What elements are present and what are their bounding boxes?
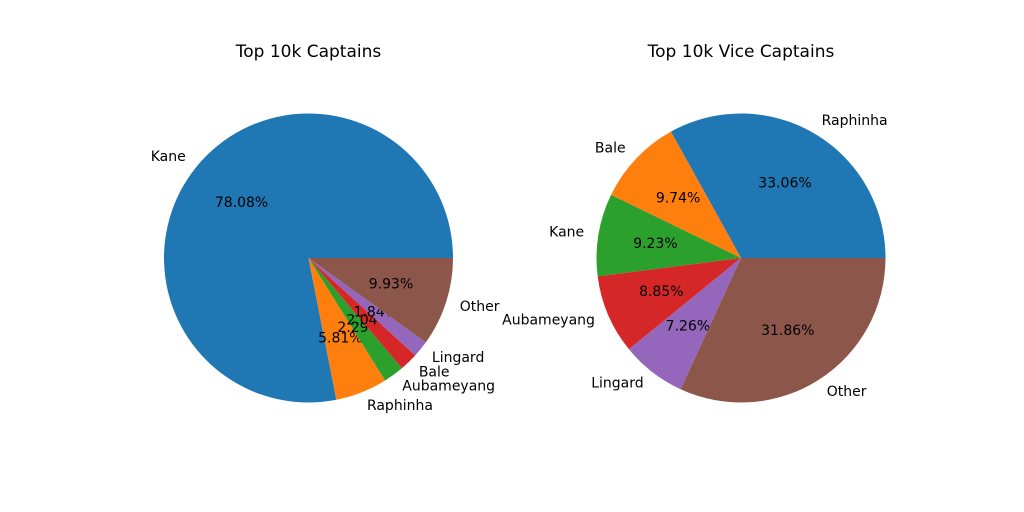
chart-1-label-raphinha: Raphinha: [367, 398, 433, 414]
chart-1-label-kane: Kane: [151, 149, 186, 165]
chart-1-slice-aubameyang: [308, 258, 402, 381]
chart-2-pct-kane: 9.23%: [633, 236, 677, 252]
chart-1-title: Top 10k Captains: [235, 42, 382, 62]
chart-2-slice-other: [680, 258, 886, 403]
chart-1-slice-other: [308, 258, 453, 343]
chart-1-label-other: Other: [460, 299, 500, 315]
chart-1-pie: Kane78.08%Raphinha5.81%Aubameyang2.29%Ba…: [151, 113, 500, 414]
chart-2-label-raphinha: Raphinha: [822, 113, 888, 129]
chart-2-pct-raphinha: 33.06%: [758, 175, 811, 191]
chart-1-label-lingard: Lingard: [432, 350, 484, 366]
chart-1-slice-bale: [308, 258, 416, 369]
chart-2-slice-kane: [596, 194, 741, 277]
chart-2-pct-aubameyang: 8.85%: [639, 284, 683, 300]
chart-2-label-aubameyang: Aubameyang: [502, 313, 595, 329]
chart-1-slice-lingard: [308, 258, 426, 356]
chart-2-pct-other: 31.86%: [761, 323, 814, 339]
chart-1-pct-raphinha: 5.81%: [318, 331, 362, 347]
chart-1-label-bale: Bale: [419, 364, 450, 380]
chart-1-slice-raphinha: [308, 258, 386, 400]
chart-2-label-bale: Bale: [595, 141, 626, 157]
chart-2-label-kane: Kane: [549, 224, 584, 240]
chart-1-pct-kane: 78.08%: [215, 195, 268, 211]
chart-2-label-lingard: Lingard: [591, 376, 643, 392]
chart-2-title: Top 10k Vice Captains: [647, 42, 835, 62]
chart-2-slice-lingard: [628, 258, 741, 390]
chart-2-pct-lingard: 7.26%: [666, 319, 710, 335]
chart-2-pct-bale: 9.74%: [656, 190, 700, 206]
chart-2-slice-bale: [611, 131, 741, 258]
chart-1-pct-other: 9.93%: [369, 277, 413, 293]
chart-1-label-aubameyang: Aubameyang: [402, 378, 495, 394]
chart-2-pie: Raphinha 33.06% Bale 9.74% Kane 9.23% Aubameya…: [502, 113, 888, 403]
chart-2-slice-aubameyang: [597, 258, 741, 350]
chart-2-slice-raphinha: [670, 113, 886, 258]
chart-2-label-other: Other: [827, 384, 867, 400]
